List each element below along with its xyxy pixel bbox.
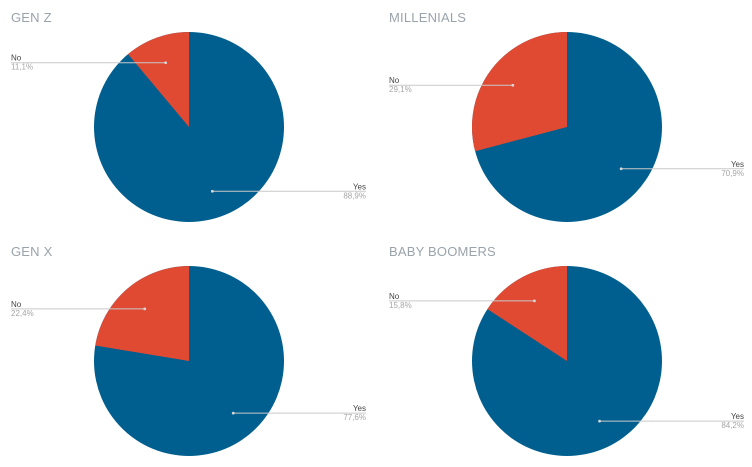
pie-slice-no (127, 32, 189, 127)
slice-percent-yes: 70,9% (721, 169, 744, 178)
leader-dot-no (511, 83, 515, 87)
slice-label-no: No (11, 54, 22, 63)
slice-label-no: No (389, 76, 400, 85)
pie-slice-no (95, 266, 189, 361)
chart-panel-gen-z: GEN Z No 11,1% Yes 88,9% (0, 0, 376, 233)
slice-percent-no: 15,8% (389, 301, 412, 310)
slice-label-yes: Yes (353, 182, 366, 191)
slice-percent-no: 29,1% (389, 85, 412, 94)
chart-panel-baby-boomers: BABY BOOMERS No 15,8% Yes 84,2% (378, 234, 752, 467)
leader-dot-no (533, 299, 536, 303)
slice-label-yes: Yes (731, 160, 744, 169)
slice-percent-no: 11,1% (11, 63, 33, 72)
slice-label-yes: Yes (731, 412, 744, 421)
leader-dot-yes (231, 411, 235, 415)
slice-label-no: No (11, 300, 22, 309)
slice-percent-yes: 88,9% (343, 191, 366, 200)
leader-dot-no (143, 307, 147, 311)
leader-dot-yes (210, 189, 214, 193)
slice-percent-no: 22,4% (11, 309, 34, 318)
slice-percent-yes: 77,6% (343, 413, 366, 422)
leader-dot-yes (598, 419, 601, 423)
slice-percent-yes: 84,2% (721, 421, 744, 430)
chart-panel-gen-x: GEN X No 22,4% Yes 77,6% (0, 234, 376, 467)
slice-label-no: No (389, 292, 400, 301)
chart-title: BABY BOOMERS (389, 244, 496, 259)
pie-slice-no (487, 266, 567, 361)
chart-title: GEN Z (11, 10, 52, 25)
leader-dot-no (164, 61, 168, 65)
chart-title: MILLENIALS (389, 10, 467, 25)
chart-title: GEN X (11, 244, 53, 259)
pie-slice-no (472, 32, 567, 152)
slice-label-yes: Yes (353, 404, 366, 413)
leader-dot-yes (619, 167, 623, 171)
chart-panel-millenials: MILLENIALS No 29,1% Yes 70,9% (378, 0, 752, 233)
